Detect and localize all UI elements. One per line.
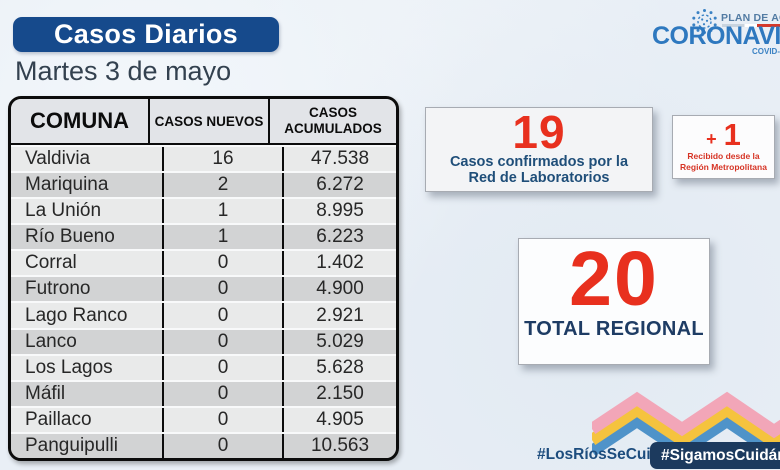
page-title: Casos Diarios [54, 19, 238, 49]
cell-acumulados: 2.150 [282, 381, 396, 406]
hashtag-sigamos-pill: #SigamosCuidándonos [650, 442, 780, 469]
page-title-banner: Casos Diarios [13, 17, 279, 52]
cell-comuna: Panguipulli [25, 434, 118, 456]
table-row: Paillaco 0 4.905 [11, 405, 396, 432]
cell-comuna: Valdivia [25, 148, 91, 170]
table-header-row: COMUNA CASOS NUEVOS CASOS ACUMULADOS [11, 99, 396, 145]
cell-nuevos: 2 [162, 173, 282, 198]
report-date: Martes 3 de mayo [15, 56, 232, 86]
metro-received-value: + 1 [673, 119, 774, 150]
cell-nuevos: 1 [162, 225, 282, 250]
plan-de-accion-label: PLAN DE ACCIÓN [721, 12, 780, 24]
table-row: Río Bueno 1 6.223 [11, 223, 396, 250]
lab-confirmed-value: 19 [512, 106, 566, 158]
cell-nuevos: 0 [162, 329, 282, 354]
cell-comuna: Lago Ranco [25, 304, 128, 326]
cell-acumulados: 1.402 [282, 251, 396, 276]
regional-total-value: 20 [569, 236, 659, 322]
lab-label-line1: Casos confirmados por la [449, 154, 629, 170]
cell-nuevos: 0 [162, 251, 282, 276]
cell-nuevos: 0 [162, 303, 282, 328]
metro-received-label: Recibido desde la Región Metropolitana [673, 151, 774, 172]
cell-comuna: Mariquina [25, 174, 109, 196]
table-row: Los Lagos 0 5.628 [11, 353, 396, 380]
cell-acumulados: 2.921 [282, 303, 396, 328]
metro-label-line1: Recibido desde la [687, 151, 760, 161]
col-header-comuna: COMUNA [30, 108, 129, 133]
cell-comuna: Máfil [25, 382, 66, 404]
col-header-casos-nuevos: CASOS NUEVOS [148, 99, 268, 143]
table-row: Futrono 0 4.900 [11, 275, 396, 302]
cell-acumulados: 5.628 [282, 355, 396, 380]
cell-acumulados: 6.223 [282, 225, 396, 250]
cell-nuevos: 1 [162, 199, 282, 224]
table-row: La Unión 1 8.995 [11, 197, 396, 224]
cases-table: COMUNA CASOS NUEVOS CASOS ACUMULADOS Val… [8, 96, 399, 461]
lab-label-line2: Red de Laboratorios [468, 170, 610, 187]
table-body: Valdivia 16 47.538 Mariquina 2 6.272 La … [11, 145, 396, 458]
table-row: Panguipulli 0 10.563 [11, 431, 396, 458]
table-row: Mariquina 2 6.272 [11, 171, 396, 198]
cell-nuevos: 0 [162, 407, 282, 432]
table-row: Corral 0 1.402 [11, 249, 396, 276]
flag-underline [722, 24, 780, 27]
cell-acumulados: 10.563 [282, 433, 396, 458]
cell-nuevos: 16 [162, 147, 282, 172]
lab-confirmed-label: Casos confirmados por la Red de Laborato… [426, 154, 652, 186]
metro-label-line2: Región Metropolitana [680, 161, 767, 172]
cell-comuna: Corral [25, 252, 77, 274]
hashtag-sigamos: #SigamosCuidándonos [661, 446, 780, 464]
coronavirus-wordmark: CORONAVIRUS [652, 22, 780, 50]
cell-nuevos: 0 [162, 277, 282, 302]
covid-label: COVID-19 [752, 47, 780, 56]
cell-acumulados: 4.905 [282, 407, 396, 432]
hashtag-losrios: #LosRíosSeCuida [537, 446, 669, 463]
cell-nuevos: 0 [162, 381, 282, 406]
table-row: Lanco 0 5.029 [11, 327, 396, 354]
cell-comuna: Paillaco [25, 408, 92, 430]
cell-comuna: Lanco [25, 330, 77, 352]
cell-acumulados: 6.272 [282, 173, 396, 198]
cell-acumulados: 5.029 [282, 329, 396, 354]
metro-received-number: 1 [723, 117, 741, 152]
col-header-casos-acumulados: CASOS ACUMULADOS [268, 99, 396, 143]
cell-nuevos: 0 [162, 355, 282, 380]
regional-total-card: 20 TOTAL REGIONAL [518, 238, 710, 365]
cell-comuna: Río Bueno [25, 226, 115, 248]
table-row: Máfil 0 2.150 [11, 379, 396, 406]
cell-comuna: Los Lagos [25, 356, 113, 378]
table-row: Lago Ranco 0 2.921 [11, 301, 396, 328]
cell-acumulados: 4.900 [282, 277, 396, 302]
lab-confirmed-card: 19 Casos confirmados por la Red de Labor… [425, 107, 653, 192]
plus-sign: + [706, 129, 717, 149]
cell-acumulados: 8.995 [282, 199, 396, 224]
cell-acumulados: 47.538 [282, 147, 396, 172]
metro-received-card: + 1 Recibido desde la Región Metropolita… [672, 115, 775, 179]
cell-nuevos: 0 [162, 433, 282, 458]
cell-comuna: Futrono [25, 278, 91, 300]
regional-total-label: TOTAL REGIONAL [524, 318, 704, 341]
table-row: Valdivia 16 47.538 [11, 145, 396, 172]
virus-icon [692, 9, 717, 34]
cell-comuna: La Unión [25, 200, 102, 222]
